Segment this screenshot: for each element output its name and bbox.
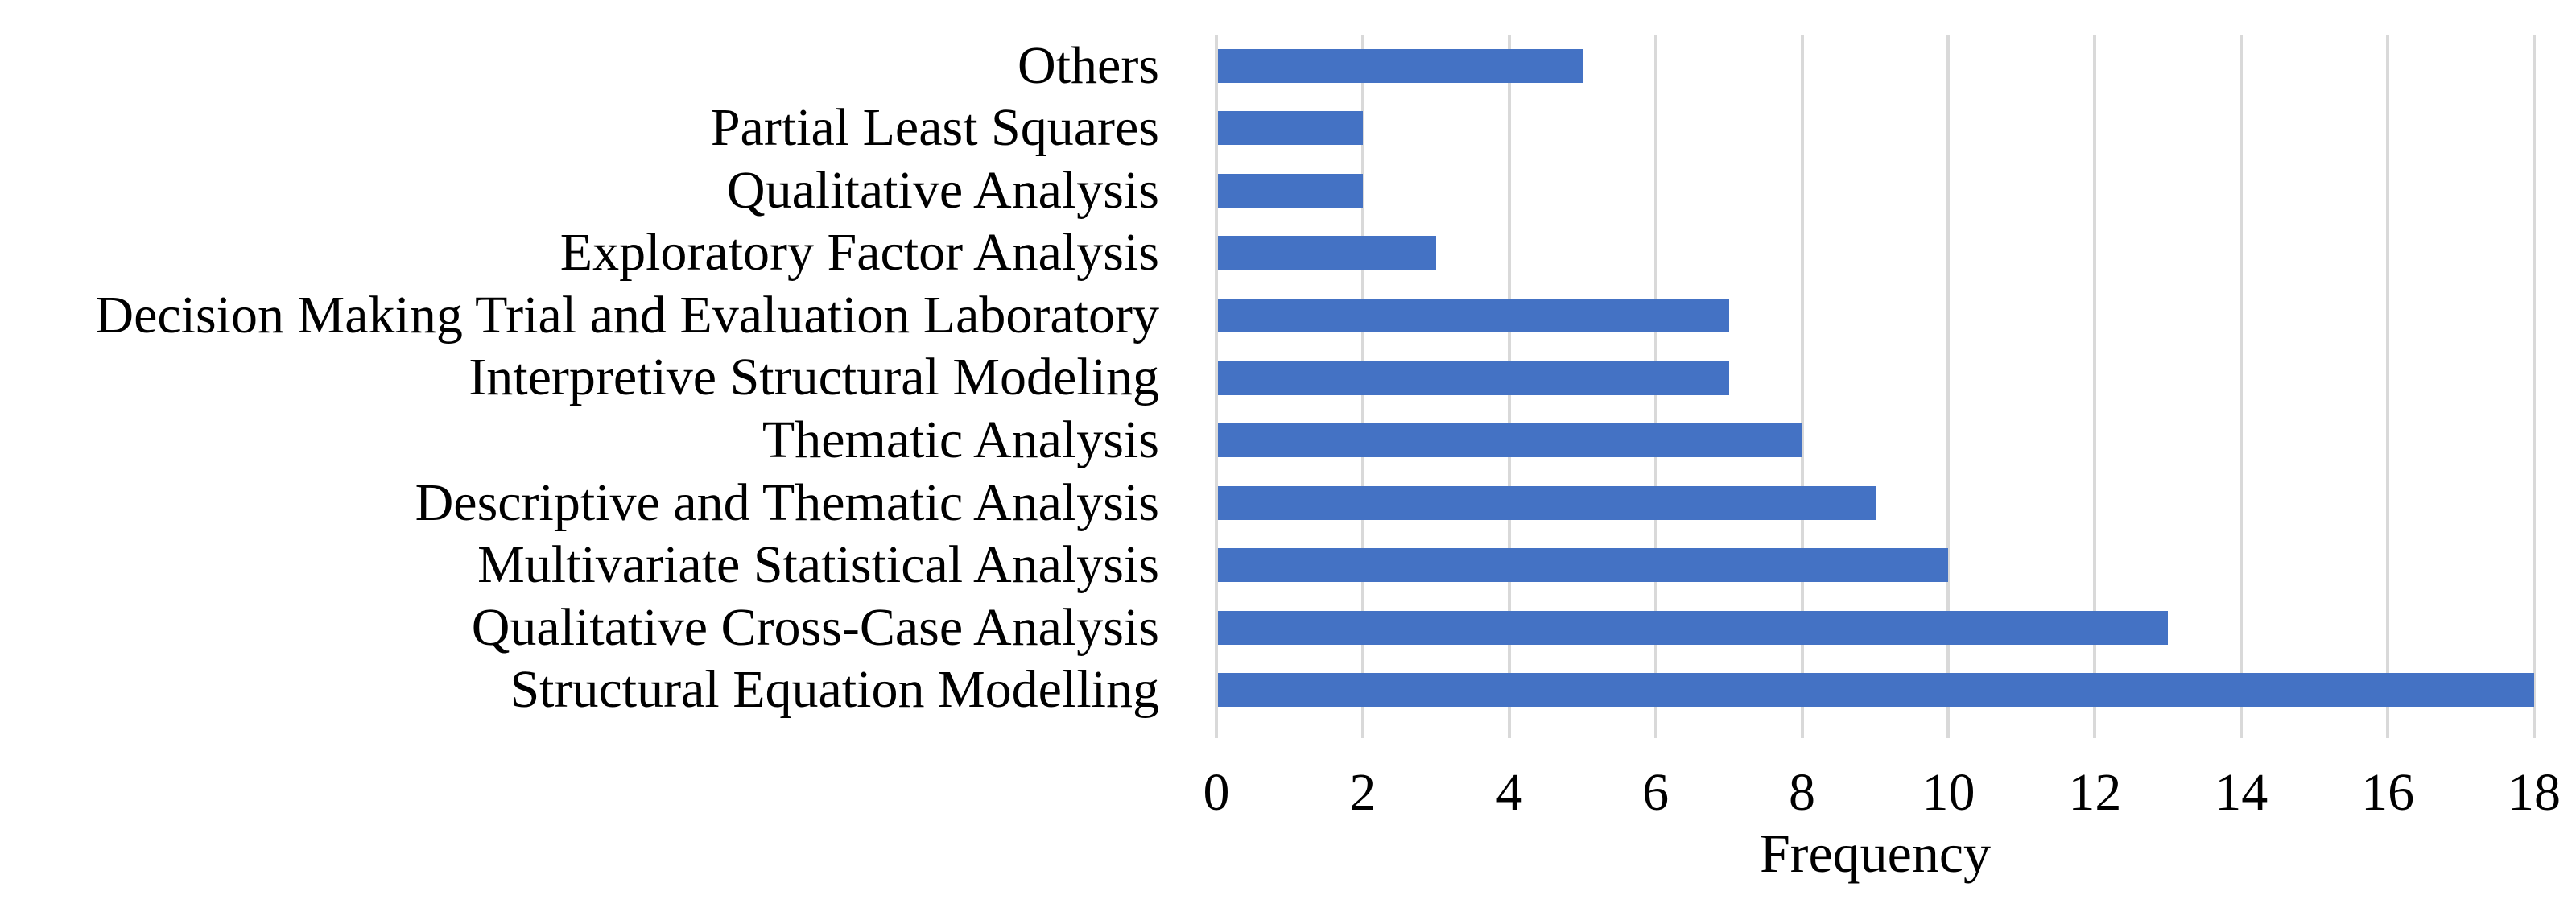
bar xyxy=(1218,423,1802,458)
gridline xyxy=(1946,35,1951,738)
bar xyxy=(1218,361,1729,395)
category-row: Multivariate Statistical Analysis xyxy=(0,534,1159,596)
bar xyxy=(1218,485,1876,520)
category-label: Others xyxy=(1018,35,1159,95)
x-axis-tick-label: 6 xyxy=(1642,763,1670,822)
category-label: Partial Least Squares xyxy=(710,98,1159,158)
category-row: Exploratory Factor Analysis xyxy=(0,222,1159,285)
category-label: Thematic Analysis xyxy=(762,411,1159,470)
category-row: Qualitative Cross-Case Analysis xyxy=(0,596,1159,659)
category-label: Structural Equation Modelling xyxy=(510,660,1159,720)
category-row: Qualitative Analysis xyxy=(0,159,1159,222)
bar xyxy=(1218,548,1949,583)
x-axis-tick-label: 18 xyxy=(2508,763,2561,822)
gridline xyxy=(2240,35,2244,738)
gridline xyxy=(1800,35,1804,738)
gridline xyxy=(2093,35,2097,738)
gridline xyxy=(2533,35,2536,738)
x-axis-tick-label: 2 xyxy=(1349,763,1377,822)
gridline xyxy=(2386,35,2390,738)
x-axis-tick-label: 8 xyxy=(1789,763,1816,822)
bar xyxy=(1218,111,1363,146)
x-axis-tick-label: 14 xyxy=(2215,763,2268,822)
category-row: Interpretive Structural Modeling xyxy=(0,347,1159,410)
x-axis-tick-label: 12 xyxy=(2068,763,2122,822)
x-axis-tick-label: 10 xyxy=(1922,763,1975,822)
bar xyxy=(1218,298,1729,332)
x-axis-tick-label: 4 xyxy=(1496,763,1523,822)
category-label: Decision Making Trial and Evaluation Lab… xyxy=(95,285,1159,345)
bar xyxy=(1218,48,1583,83)
bar xyxy=(1218,173,1363,208)
bar xyxy=(1218,610,2169,645)
x-axis-tick-label: 0 xyxy=(1203,763,1230,822)
category-row: Structural Equation Modelling xyxy=(0,658,1159,721)
category-row: Others xyxy=(0,35,1159,97)
category-row: Descriptive and Thematic Analysis xyxy=(0,472,1159,534)
bar xyxy=(1218,673,2534,708)
category-row: Partial Least Squares xyxy=(0,97,1159,160)
category-label: Interpretive Structural Modeling xyxy=(469,348,1159,407)
category-label: Descriptive and Thematic Analysis xyxy=(415,472,1159,532)
bar xyxy=(1218,236,1436,270)
category-row: Decision Making Trial and Evaluation Lab… xyxy=(0,284,1159,347)
category-label: Multivariate Statistical Analysis xyxy=(477,535,1159,595)
category-label: Qualitative Cross-Case Analysis xyxy=(471,597,1159,657)
x-axis-tick-label: 16 xyxy=(2361,763,2415,822)
gridline xyxy=(1215,35,1218,738)
category-label: Exploratory Factor Analysis xyxy=(559,223,1159,283)
category-label: Qualitative Analysis xyxy=(726,160,1159,220)
category-row: Thematic Analysis xyxy=(0,409,1159,472)
x-axis-title: Frequency xyxy=(1759,823,1992,884)
